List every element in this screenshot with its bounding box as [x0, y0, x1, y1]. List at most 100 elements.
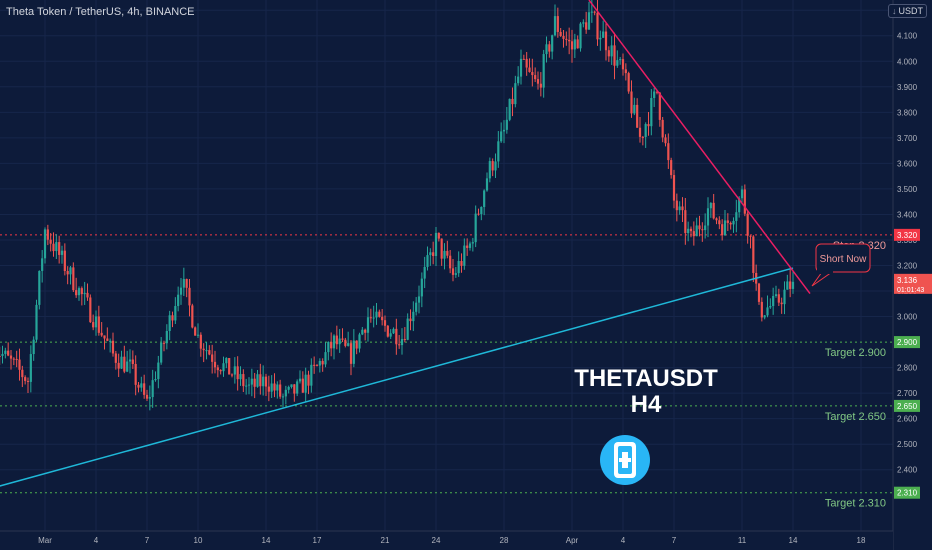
- candle-bull: [502, 129, 506, 132]
- candle-bear: [89, 297, 92, 323]
- candle-bull: [196, 334, 200, 336]
- candle-bear: [103, 335, 106, 339]
- candle-bull: [35, 304, 38, 340]
- candle-bear: [66, 271, 69, 275]
- chevron-down-icon: ↓: [892, 6, 897, 16]
- candle-bull: [791, 281, 795, 289]
- candle-bear: [712, 202, 715, 219]
- candle-bear: [171, 315, 174, 321]
- candle-bear: [607, 50, 610, 57]
- candle-bull: [602, 31, 605, 38]
- candle-bull: [140, 383, 143, 388]
- candle-bull: [69, 267, 72, 275]
- candle-bear: [511, 98, 514, 105]
- candle-bear: [253, 378, 256, 387]
- candle-bear: [123, 356, 126, 372]
- candle-bull: [443, 250, 446, 259]
- candle-bull: [151, 380, 154, 398]
- overlay: THETAUSDT H4 Short Now: [574, 243, 871, 485]
- candle-bear: [437, 232, 440, 239]
- candle-bear: [26, 380, 30, 382]
- candle-bull: [786, 281, 789, 290]
- candle-bear: [675, 200, 678, 211]
- candle-bull: [327, 341, 330, 353]
- time-axis-bg: [0, 531, 893, 550]
- candle-bull: [494, 161, 497, 171]
- time-axis[interactable]: Mar 4 7 10 14 17 21 24 28 Apr 4 7 11 14 18: [0, 530, 893, 550]
- price-tick-label: 3.600: [897, 159, 918, 168]
- candle-bull: [400, 339, 404, 346]
- candle-bear: [259, 374, 262, 387]
- candle-bear: [92, 322, 95, 328]
- candle-bear: [689, 228, 693, 232]
- candle-bull: [347, 343, 350, 346]
- candle-bear: [556, 16, 559, 32]
- trendlines[interactable]: [0, 0, 811, 488]
- candle-bull: [551, 35, 554, 52]
- candle-bear: [536, 79, 540, 84]
- price-tick-label: 4.000: [897, 57, 918, 66]
- candle-bull: [579, 23, 582, 49]
- candle-bull: [619, 59, 622, 61]
- candle-bull: [783, 289, 786, 305]
- candle-bear: [647, 124, 650, 127]
- short-now-callout[interactable]: Short Now: [811, 243, 871, 287]
- candle-bear: [491, 161, 494, 171]
- candle-bear: [749, 235, 752, 237]
- candle-bear: [15, 358, 18, 360]
- candle-bear: [621, 59, 625, 70]
- candle-bear: [698, 225, 701, 230]
- candle-bull: [653, 91, 656, 98]
- candle-bull: [545, 44, 548, 55]
- candle-bull: [610, 45, 613, 57]
- candle-bear: [111, 340, 115, 354]
- candle-bear: [466, 245, 469, 248]
- currency-selector[interactable]: ↓ USDT: [888, 4, 927, 18]
- candle-bear: [80, 288, 83, 295]
- candle-bear: [46, 229, 49, 240]
- candle-bear: [451, 268, 455, 275]
- candle-bear: [661, 119, 664, 138]
- candle-bear: [191, 305, 194, 328]
- candle-bear: [137, 384, 140, 388]
- candle-bear: [315, 365, 319, 367]
- candle-bull: [505, 119, 508, 130]
- symbol-title[interactable]: Theta Token / TetherUS, 4h, BINANCE: [6, 6, 195, 18]
- candle-bull: [160, 342, 163, 363]
- candle-bull: [352, 340, 355, 364]
- candle-bull: [43, 229, 47, 259]
- candle-bull: [126, 361, 129, 372]
- time-tick-label: 4: [94, 536, 99, 545]
- candle-bull: [77, 288, 81, 296]
- candle-bear: [9, 355, 13, 359]
- candle-bull: [120, 356, 123, 369]
- candle-bull: [485, 178, 489, 191]
- candle-bear: [143, 383, 146, 395]
- candle-bull: [738, 198, 741, 213]
- price-tick-label: 2.700: [897, 389, 918, 398]
- candle-bull: [165, 330, 168, 344]
- candle-bear: [721, 224, 724, 236]
- candle-bull: [392, 328, 395, 334]
- candle-bull: [483, 190, 486, 207]
- candle-bear: [301, 378, 304, 393]
- candle-bear: [273, 383, 276, 391]
- grid-lines: [0, 0, 893, 531]
- candle-bull: [429, 252, 432, 256]
- candle-bull: [318, 360, 321, 366]
- price-axis[interactable]: 2.4002.5002.6002.7002.8003.0003.1003.200…: [892, 0, 932, 550]
- candle-bull: [109, 340, 112, 342]
- candle-bear: [539, 83, 542, 88]
- candle-bull: [310, 364, 313, 386]
- candle-bull: [245, 385, 248, 387]
- time-tick-label: 7: [672, 536, 677, 545]
- candle-bull: [250, 378, 253, 385]
- candle-bear: [636, 104, 639, 128]
- candle-bear: [746, 213, 749, 236]
- level-price-tag: [894, 228, 920, 241]
- overlay-symbol: THETAUSDT: [574, 365, 718, 392]
- time-tick-label: 21: [381, 536, 390, 545]
- candle-bear: [117, 362, 120, 369]
